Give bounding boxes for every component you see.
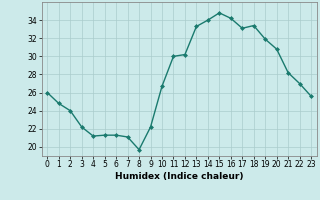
- X-axis label: Humidex (Indice chaleur): Humidex (Indice chaleur): [115, 172, 244, 181]
